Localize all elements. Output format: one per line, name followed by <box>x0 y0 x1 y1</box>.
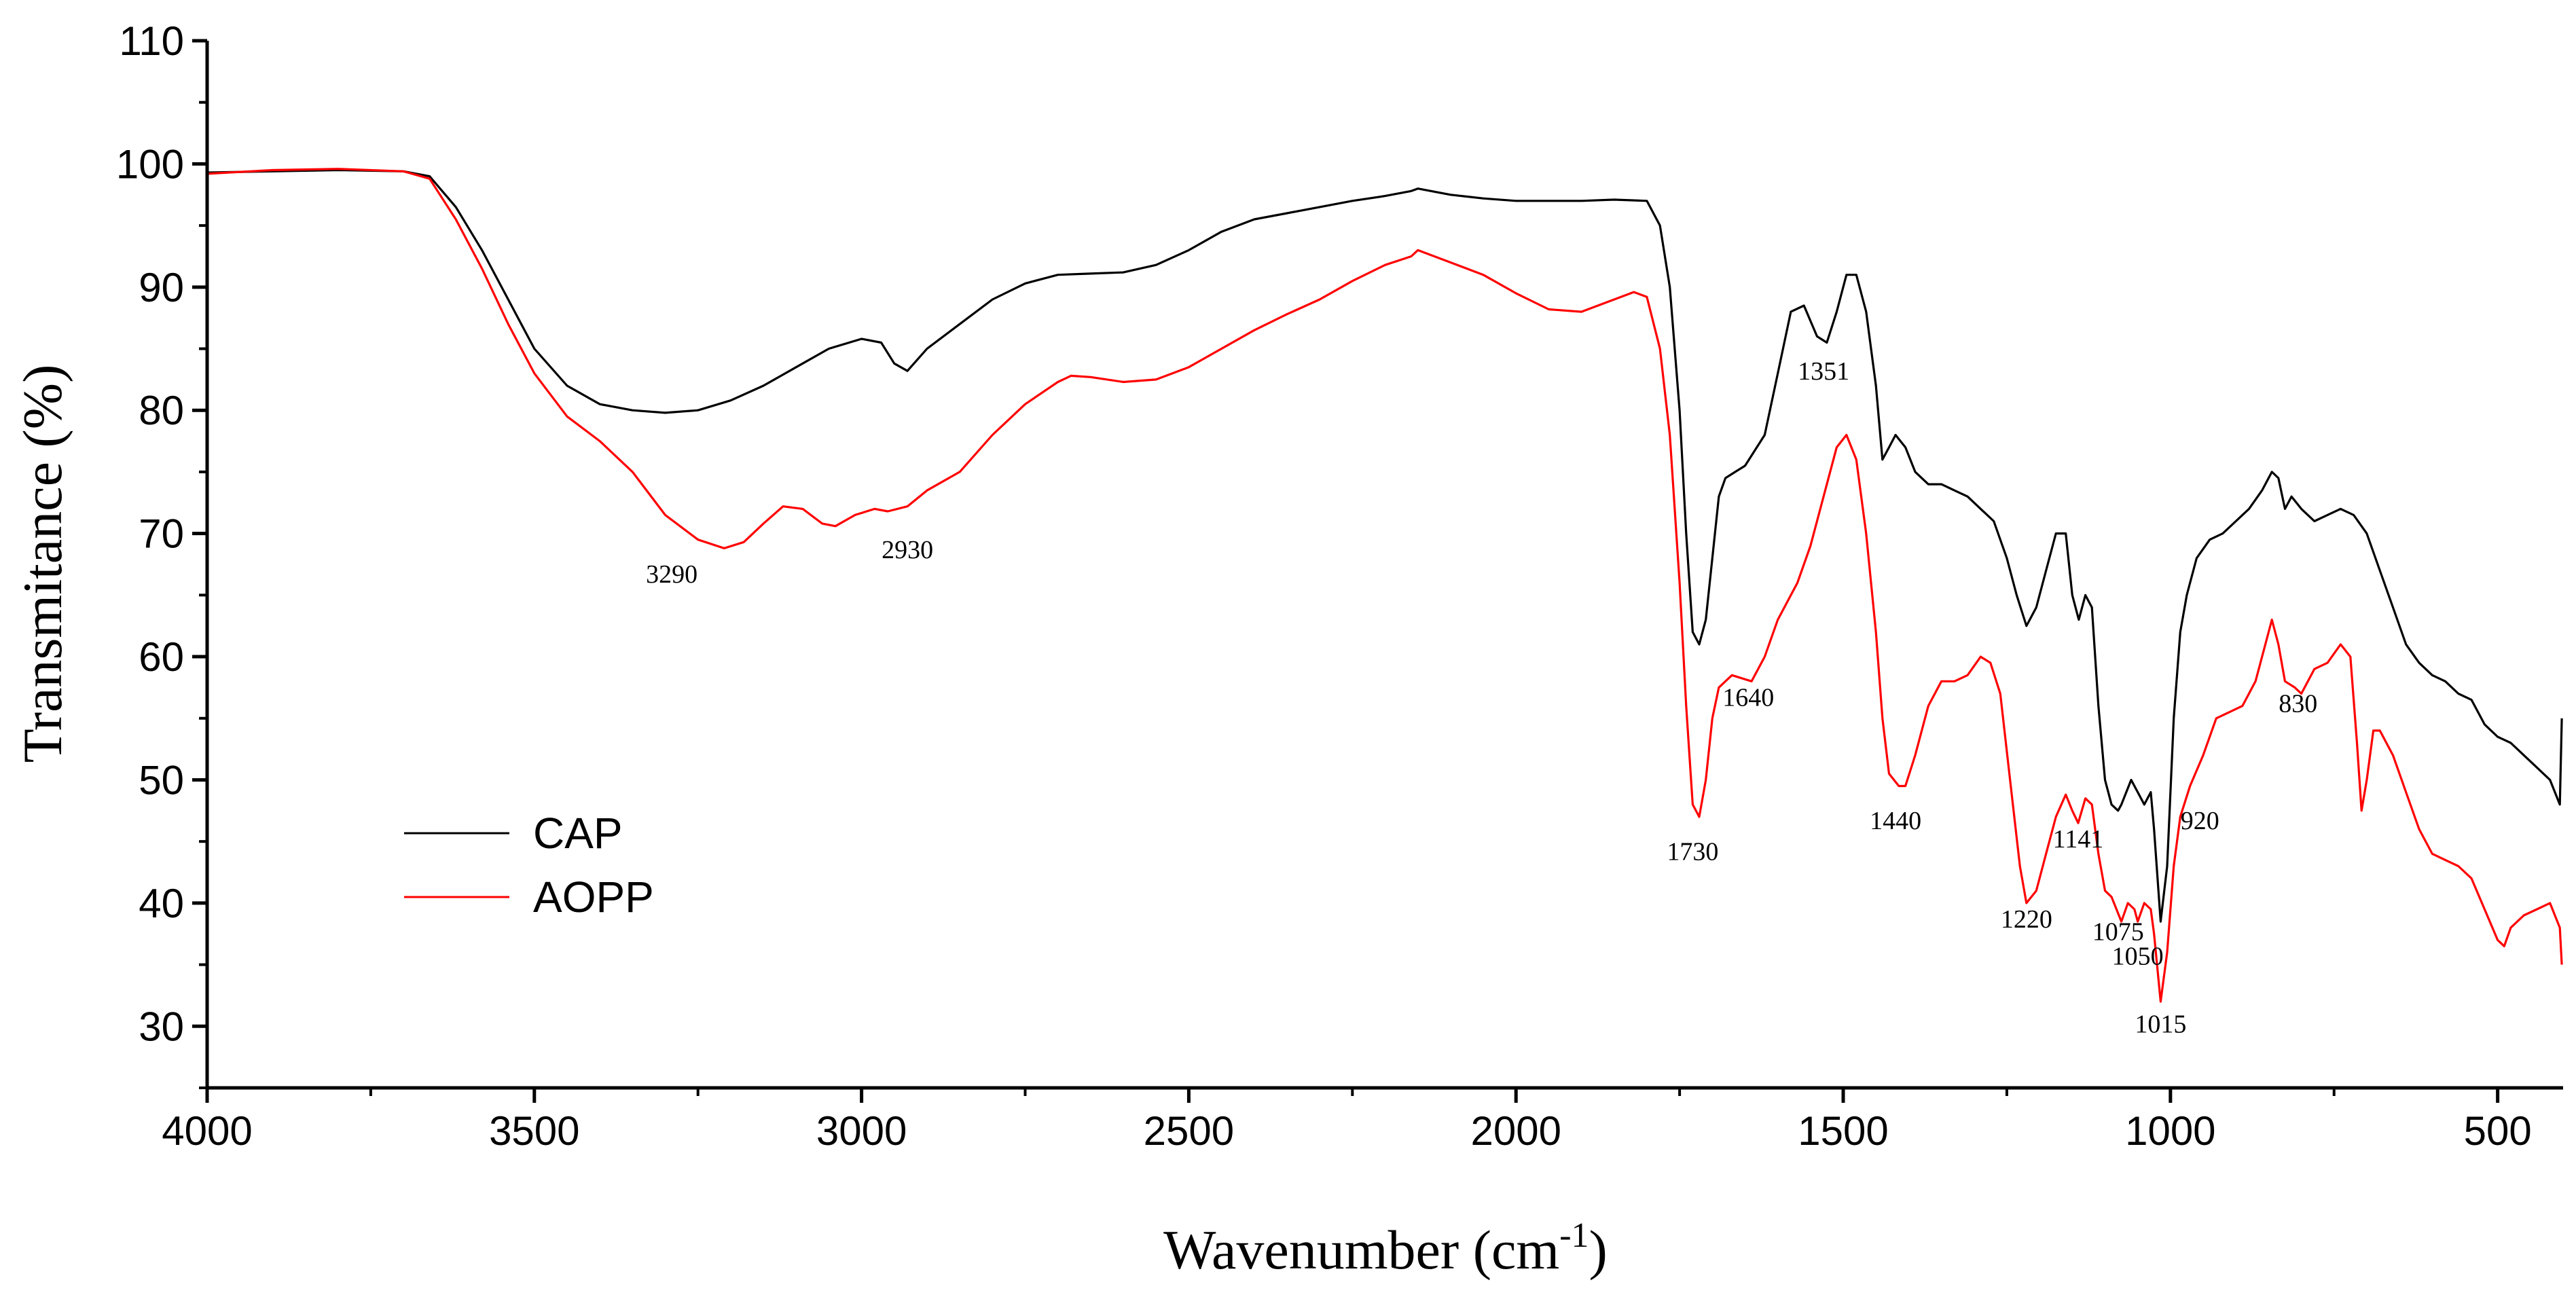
legend-label-aopp: AOPP <box>533 873 654 921</box>
x-tick-label: 1000 <box>2125 1108 2215 1154</box>
x-tick-label: 3500 <box>489 1108 579 1154</box>
x-axis-title-close: ) <box>1589 1219 1608 1281</box>
x-tick-label: 500 <box>2464 1108 2532 1154</box>
y-tick-label: 60 <box>139 634 184 680</box>
peak-label: 1075 <box>2092 917 2144 946</box>
x-tick-label: 3000 <box>816 1108 907 1154</box>
peak-label: 920 <box>2181 807 2219 835</box>
y-tick-label: 50 <box>139 757 184 803</box>
x-tick-label: 2000 <box>1470 1108 1561 1154</box>
legend: CAP AOPP <box>404 809 654 921</box>
plot-area: 3290 2930 1351 1640 1730 1440 1220 1141 10751050… <box>116 18 2563 1154</box>
peak-label: 2930 <box>882 536 933 564</box>
peak-label: 1640 <box>1722 684 1774 712</box>
series-line-cap <box>206 168 2563 923</box>
peak-label: 1730 <box>1667 837 1718 866</box>
series-layer <box>206 168 2563 1003</box>
x-axis-title-main: Wavenumber (cm <box>1163 1219 1559 1281</box>
y-ticks: 30 40 50 60 70 80 90 100 110 <box>116 18 207 1089</box>
y-tick-label: 70 <box>139 511 184 557</box>
y-tick-label: 100 <box>116 141 184 187</box>
series-line-aopp <box>206 168 2563 1003</box>
y-tick-label: 110 <box>119 18 184 64</box>
x-axis-title-superscript: -1 <box>1559 1216 1589 1255</box>
x-axis-title: Wavenumber (cm-1) <box>1163 1216 1608 1281</box>
peak-label: 1015 <box>2135 1010 2186 1038</box>
peak-label: 1351 <box>1798 357 1849 386</box>
legend-label-cap: CAP <box>533 809 623 858</box>
peak-annotations: 3290 2930 1351 1640 1730 1440 1220 1141 10751050… <box>646 357 2317 1038</box>
y-tick-label: 80 <box>139 388 184 433</box>
peak-label: 3290 <box>646 560 697 589</box>
peak-label: 1220 <box>2001 905 2052 934</box>
x-tick-label: 4000 <box>162 1108 252 1154</box>
y-tick-label: 40 <box>139 881 184 926</box>
y-axis-title: Transmitance (%) <box>12 365 73 763</box>
peak-label: 1050 <box>2112 943 2164 971</box>
y-tick-label: 90 <box>139 265 184 310</box>
y-tick-label: 30 <box>139 1004 184 1049</box>
x-ticks: 4000 3500 3000 2500 2000 1500 1000 500 <box>162 1088 2532 1154</box>
x-tick-label: 2500 <box>1144 1108 1234 1154</box>
peak-label: 830 <box>2279 690 2317 718</box>
peak-label: 1141 <box>2053 825 2104 854</box>
peak-label: 1440 <box>1870 807 1921 835</box>
x-tick-label: 1500 <box>1798 1108 1888 1154</box>
